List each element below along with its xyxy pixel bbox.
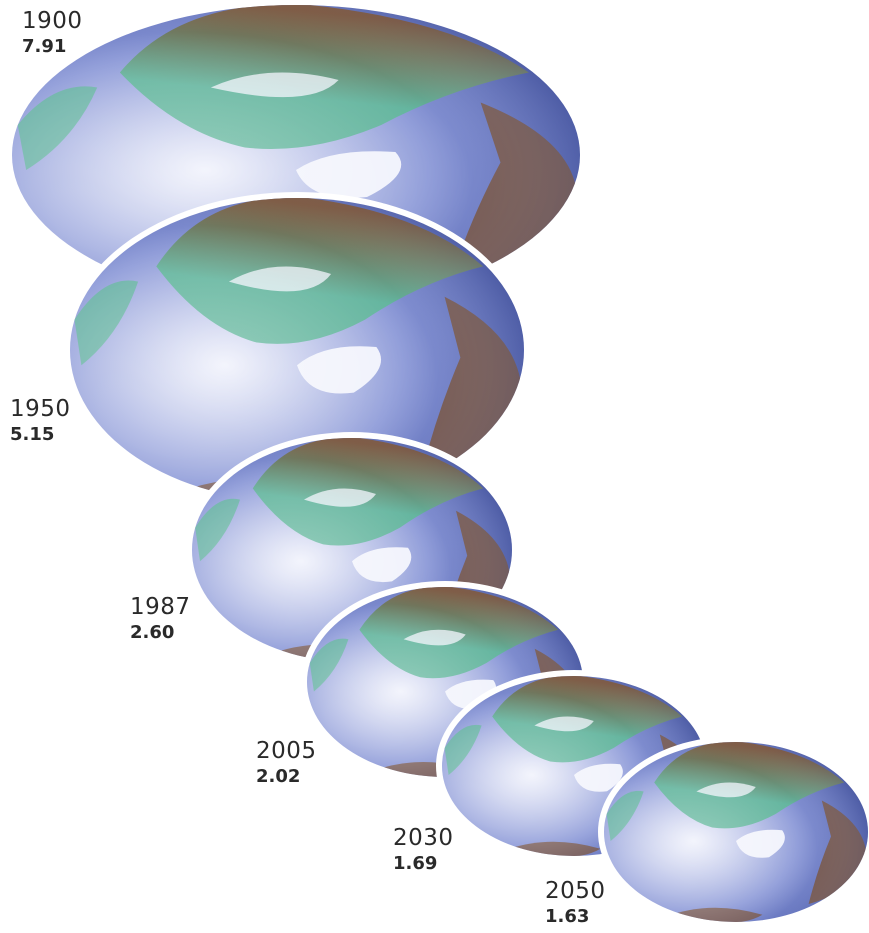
globe-mark-1950	[64, 192, 530, 508]
value-label: 1.63	[545, 906, 590, 927]
category-label: 2050	[545, 878, 606, 904]
data-label-1987: 1987 2.60	[130, 596, 191, 642]
value-label: 2.02	[256, 766, 301, 787]
value-label: 1.69	[393, 853, 438, 874]
value-label: 2.60	[130, 622, 175, 643]
category-label: 1987	[130, 594, 191, 620]
data-label-2005: 2005 2.02	[256, 740, 317, 786]
data-label-2050: 2050 1.63	[545, 880, 606, 926]
data-label-1900: 1900 7.91	[22, 10, 83, 56]
value-label: 7.91	[22, 36, 67, 57]
globe-mark-2050	[598, 736, 869, 928]
category-label: 1950	[10, 396, 71, 422]
category-label: 2005	[256, 738, 317, 764]
category-label: 1900	[22, 8, 83, 34]
category-label: 2030	[393, 825, 454, 851]
data-label-2030: 2030 1.69	[393, 827, 454, 873]
data-label-1950: 1950 5.15	[10, 398, 71, 444]
value-label: 5.15	[10, 424, 55, 445]
